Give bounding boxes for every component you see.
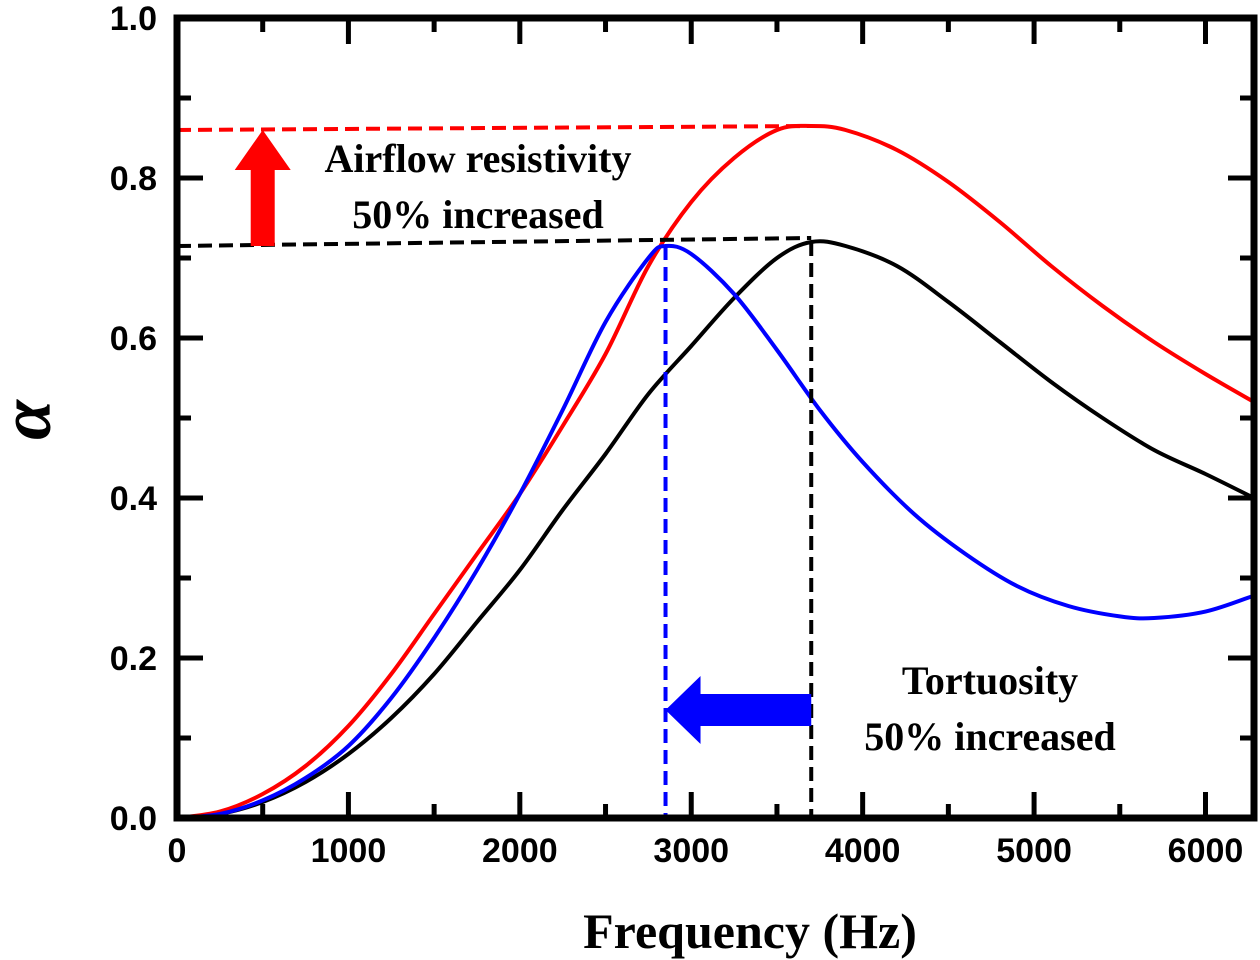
tick-labels-layer: 0 1000 2000 3000 4000 5000 6000 0.0 0.2 0.4 0.6 0.8… bbox=[110, 0, 1244, 870]
x-axis-title: Frequency (Hz) bbox=[583, 903, 917, 959]
x-tick-label: 5000 bbox=[996, 832, 1072, 870]
tortuosity-arrow bbox=[665, 676, 812, 744]
x-tick-label: 3000 bbox=[653, 832, 729, 870]
y-tick-label: 0.6 bbox=[110, 320, 157, 358]
series-line-1 bbox=[176, 123, 1255, 820]
black-peak-hline bbox=[176, 236, 812, 248]
airflow-annotation-line-2: 50% increased bbox=[352, 192, 603, 237]
tortuosity-annotation-line-1: Tortuosity bbox=[902, 658, 1078, 703]
y-tick-label: 0.4 bbox=[110, 480, 157, 518]
airflow-arrow bbox=[234, 130, 291, 246]
tortuosity-annotation-line-2: 50% increased bbox=[864, 714, 1115, 759]
y-tick-label: 0.0 bbox=[110, 800, 157, 838]
reference-lines-layer bbox=[176, 124, 814, 818]
series-line-0 bbox=[176, 239, 1255, 820]
x-tick-label: 0 bbox=[168, 832, 187, 870]
arrows-layer bbox=[234, 130, 812, 744]
curves-layer bbox=[176, 123, 1255, 820]
x-tick-label: 2000 bbox=[482, 832, 558, 870]
x-tick-label: 6000 bbox=[1168, 832, 1244, 870]
y-tick-label: 0.8 bbox=[110, 160, 157, 198]
x-tick-label: 1000 bbox=[311, 832, 387, 870]
x-tick-label: 4000 bbox=[825, 832, 901, 870]
ticks-layer bbox=[174, 15, 1254, 821]
y-axis-title: α bbox=[0, 399, 66, 440]
series-line-2 bbox=[176, 243, 1255, 820]
red-peak-hline bbox=[176, 124, 812, 132]
y-tick-label: 0.2 bbox=[110, 640, 157, 678]
airflow-annotation-line-1: Airflow resistivity bbox=[325, 136, 632, 181]
y-tick-label: 1.0 bbox=[110, 0, 157, 38]
